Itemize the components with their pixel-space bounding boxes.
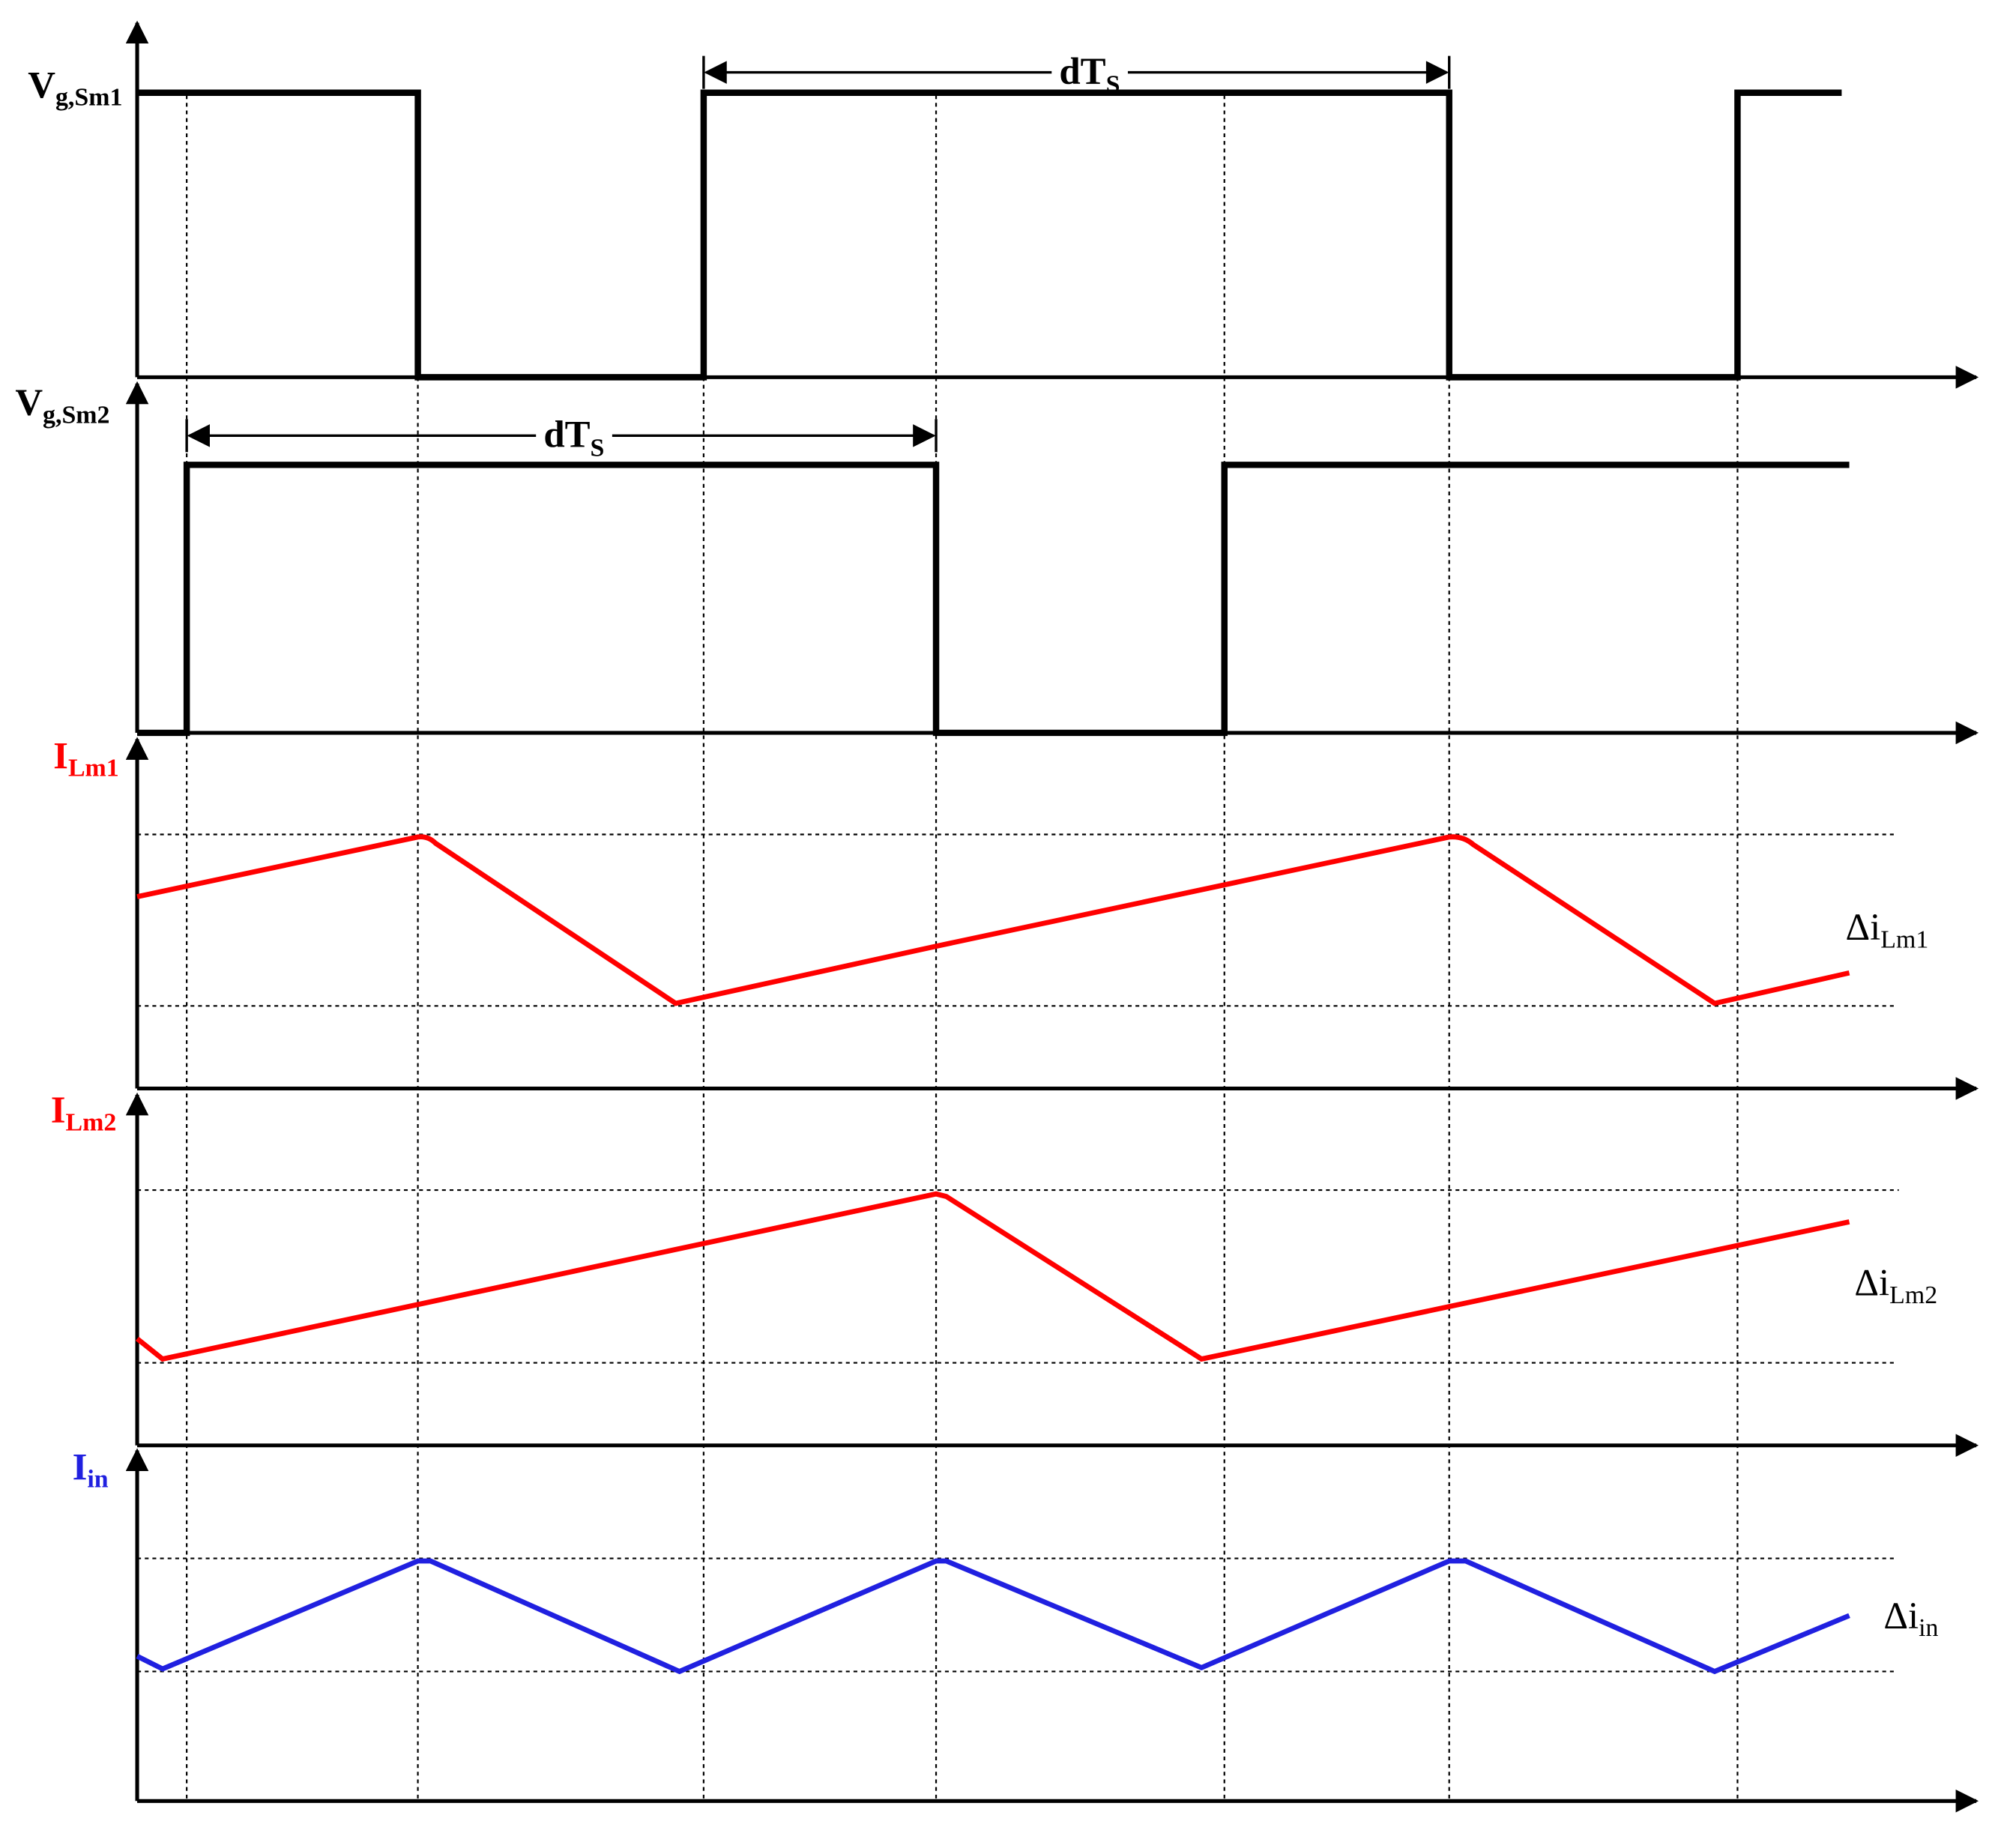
- label-sub: Lm2: [1889, 1281, 1937, 1309]
- axis-label: Iin: [73, 1446, 109, 1493]
- label-main: V: [15, 381, 43, 423]
- label-sub: g,Sm2: [43, 401, 109, 429]
- label-sub: g,Sm1: [55, 84, 122, 112]
- axis-label: ILm2: [51, 1089, 117, 1136]
- ripple-label: ΔiLm1: [1845, 906, 1928, 953]
- inductor-current-1: [136, 834, 1850, 1006]
- label-main: Δi: [1854, 1262, 1889, 1304]
- axis-label: Vg,Sm1: [28, 64, 122, 112]
- label-main: V: [28, 64, 55, 106]
- interval-label: dTS: [1059, 50, 1120, 99]
- label-sub: S: [591, 434, 605, 462]
- inductor-current-2: [135, 1191, 1850, 1362]
- label-main: Δi: [1883, 1595, 1919, 1637]
- label-main: I: [51, 1089, 66, 1131]
- gate-signal-2: [137, 462, 1850, 737]
- label-main: dT: [1059, 50, 1105, 92]
- interval-label: dTS: [543, 414, 604, 462]
- label-main: Δi: [1845, 906, 1880, 948]
- label-sub: in: [1919, 1614, 1938, 1642]
- label-main: dT: [543, 414, 590, 456]
- interval-2: dTS: [185, 414, 938, 462]
- input-current: [136, 1558, 1850, 1675]
- ripple-label: Δiin: [1883, 1595, 1938, 1642]
- label-sub: Lm1: [1880, 925, 1928, 953]
- axis-label: Vg,Sm2: [15, 381, 109, 429]
- label-main: I: [73, 1446, 88, 1488]
- gate-signal-1: [137, 89, 1842, 381]
- label-sub: Lm2: [66, 1108, 117, 1136]
- label-sub: Lm1: [68, 755, 119, 782]
- label-sub: in: [87, 1466, 108, 1494]
- ripple-label: ΔiLm2: [1854, 1262, 1937, 1309]
- axis-label: ILm1: [53, 734, 119, 782]
- label-main: I: [53, 734, 68, 776]
- label-sub: S: [1106, 71, 1120, 99]
- axes: [125, 20, 1979, 1813]
- ripple-bounds: [137, 833, 1899, 1673]
- interval-1: dTS: [702, 50, 1451, 99]
